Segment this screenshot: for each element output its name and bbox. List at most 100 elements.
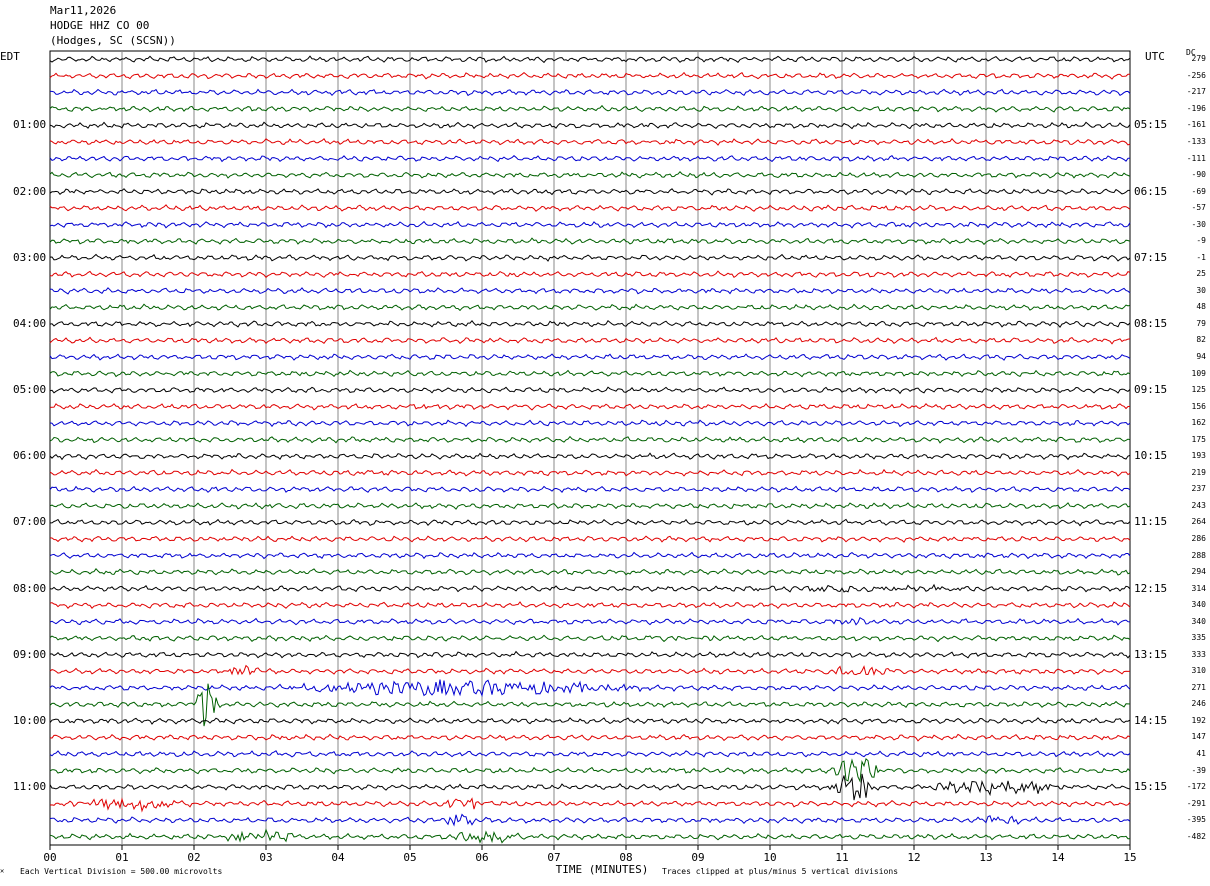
trace-line <box>49 813 1131 827</box>
trace-line <box>49 664 1131 676</box>
left-hour-label: 03:00 <box>13 250 47 264</box>
scale-note: Each Vertical Division = 500.00 microvol… <box>20 867 223 876</box>
dc-offset-value: 94 <box>1196 352 1206 362</box>
trace-line <box>49 319 1131 329</box>
x-tick-label: 04 <box>331 851 345 864</box>
dc-offset-value: 286 <box>1191 533 1206 543</box>
x-tick-label: 07 <box>547 851 561 864</box>
trace-line <box>49 403 1131 411</box>
trace-line <box>49 155 1131 163</box>
trace-line <box>49 253 1131 262</box>
left-hour-label: 01:00 <box>13 118 47 132</box>
right-hour-label: 10:15 <box>1134 449 1168 463</box>
dc-offset-value: 192 <box>1191 715 1206 725</box>
trace-line <box>49 601 1131 610</box>
dc-offset-value: -161 <box>1186 120 1206 130</box>
dc-offset-value: 335 <box>1191 633 1206 643</box>
dc-offset-value: 279 <box>1191 54 1206 64</box>
right-hour-label: 12:15 <box>1134 581 1168 595</box>
dc-offset-value: 156 <box>1191 401 1206 411</box>
trace-line <box>49 419 1131 428</box>
dc-offset-value: -217 <box>1186 87 1206 97</box>
trace-line <box>49 220 1131 229</box>
dc-offset-value: 246 <box>1191 699 1206 709</box>
right-timezone-label: UTC <box>1145 50 1165 63</box>
trace-line <box>49 55 1131 64</box>
trace-line <box>49 568 1131 576</box>
dc-offset-value: -133 <box>1186 136 1206 146</box>
right-hour-label: 06:15 <box>1134 184 1168 198</box>
trace-line <box>49 121 1131 130</box>
trace-line <box>49 104 1131 113</box>
right-hour-label: 15:15 <box>1134 780 1168 794</box>
trace-line <box>49 353 1131 361</box>
dc-offset-value: 175 <box>1191 434 1206 444</box>
dc-offset-value: 314 <box>1191 583 1206 593</box>
dc-offset-value: 271 <box>1191 682 1206 692</box>
trace-line <box>49 287 1131 295</box>
trace-line <box>49 797 1131 813</box>
dc-offset-value: -482 <box>1186 831 1206 841</box>
dc-offset-value: 294 <box>1191 567 1206 577</box>
trace-line <box>49 485 1131 493</box>
trace-line <box>49 650 1131 659</box>
x-tick-label: 00 <box>43 851 57 864</box>
x-tick-label: 12 <box>907 851 921 864</box>
trace-line <box>49 733 1131 742</box>
dc-offset-value: -395 <box>1186 815 1206 825</box>
trace-line <box>49 171 1131 179</box>
dc-offset-value: 264 <box>1191 517 1206 527</box>
trace-line <box>49 828 1131 844</box>
left-hour-label: 10:00 <box>13 713 47 727</box>
right-hour-label: 11:15 <box>1134 515 1168 529</box>
trace-line <box>49 717 1131 725</box>
trace-line <box>50 518 1131 527</box>
dc-offset-value: 237 <box>1191 484 1206 494</box>
dc-offset-value: -69 <box>1191 186 1206 196</box>
dc-offset-value: 147 <box>1191 732 1206 742</box>
dc-offset-value: 82 <box>1196 335 1206 345</box>
right-hour-label: 14:15 <box>1134 713 1168 727</box>
trace-line <box>49 270 1131 279</box>
date-label: Mar11,2026 <box>50 4 117 17</box>
trace-line <box>50 88 1131 97</box>
trace-line <box>49 535 1131 543</box>
x-tick-label: 01 <box>115 851 129 864</box>
left-hour-label: 04:00 <box>13 316 47 330</box>
left-hour-label: 07:00 <box>13 515 47 529</box>
trace-line <box>49 237 1131 246</box>
dc-offset-value: 48 <box>1196 302 1206 312</box>
trace-line <box>49 683 1131 727</box>
x-tick-label: 03 <box>259 851 273 864</box>
trace-line <box>49 71 1130 80</box>
dc-offset-value: 193 <box>1191 451 1206 461</box>
left-hour-label: 09:00 <box>13 647 47 661</box>
seismic-traces <box>49 55 1131 844</box>
x-axis-title: TIME (MINUTES) <box>555 863 649 876</box>
plot-border <box>49 50 1131 846</box>
trace-line <box>49 386 1131 395</box>
trace-line <box>49 468 1131 477</box>
dc-offset-value: 333 <box>1191 649 1206 659</box>
right-hour-label: 13:15 <box>1134 647 1168 661</box>
x-tick-label: 05 <box>403 851 417 864</box>
dc-offset-value: 162 <box>1191 418 1206 428</box>
right-hour-label: 09:15 <box>1134 383 1168 397</box>
location-label: (Hodges, SC (SCSN)) <box>50 34 176 47</box>
dc-offset-value: -196 <box>1186 103 1206 113</box>
left-hour-label: 02:00 <box>13 184 47 198</box>
trace-line <box>49 773 1131 801</box>
trace-line <box>49 303 1131 312</box>
x-tick-label: 06 <box>475 851 489 864</box>
trace-line <box>49 188 1130 196</box>
trace-line <box>49 616 1131 626</box>
dc-offset-value: 340 <box>1191 616 1206 626</box>
dc-offset-value: -256 <box>1186 70 1206 80</box>
dc-offset-value: 310 <box>1191 666 1206 676</box>
left-hour-label: 06:00 <box>13 449 47 463</box>
dc-offset-value: 243 <box>1191 500 1206 510</box>
trace-line <box>49 679 1131 698</box>
dc-offset-value: -111 <box>1186 153 1206 163</box>
dc-label: DC <box>1186 48 1196 57</box>
